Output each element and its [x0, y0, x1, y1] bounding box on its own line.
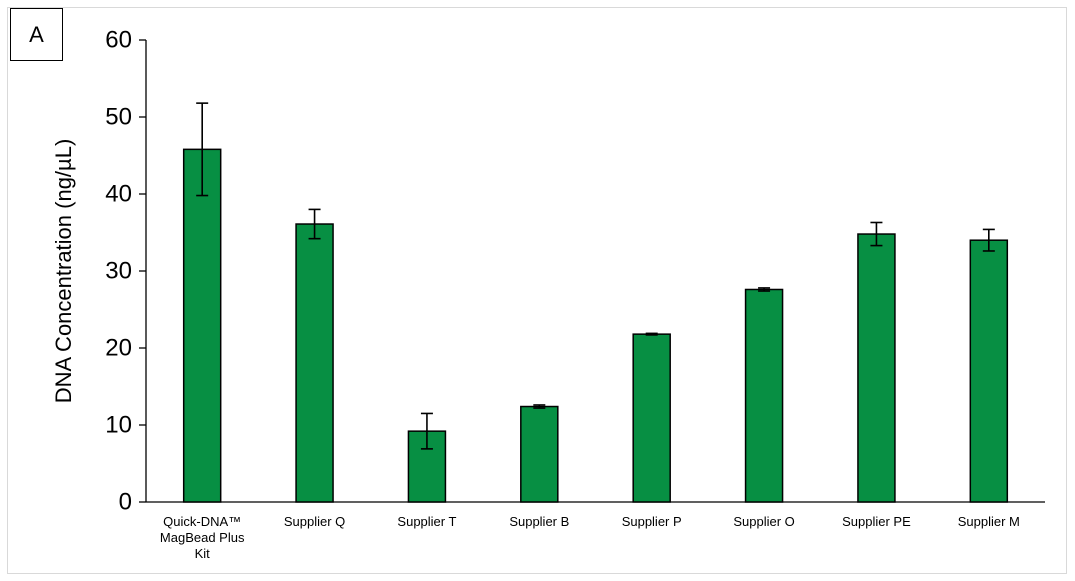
- x-category-label: Supplier O: [733, 514, 794, 529]
- error-bars: [196, 102, 995, 450]
- x-category-label: Supplier B: [509, 514, 569, 529]
- bar: [520, 405, 559, 503]
- x-category-label: Supplier P: [622, 514, 682, 529]
- x-category-label: MagBead Plus: [160, 530, 245, 545]
- bar: [744, 288, 784, 503]
- bar: [295, 223, 334, 503]
- axes: [139, 39, 1045, 503]
- x-category-label: Supplier Q: [284, 514, 345, 529]
- y-tick-label: 0: [119, 489, 132, 516]
- y-axis-title: DNA Concentration (ng/µL): [51, 139, 76, 404]
- y-tick-label: 20: [105, 335, 132, 362]
- y-tick-label: 30: [105, 258, 132, 285]
- bars: [182, 148, 1009, 503]
- bar: [969, 239, 1009, 503]
- x-category-label: Kit: [195, 546, 211, 561]
- y-tick-label: 50: [105, 104, 132, 131]
- y-tick-label: 10: [105, 412, 132, 439]
- y-tick-labels: 0 10 20 30 40 50 60: [105, 27, 132, 516]
- bar: [182, 148, 222, 503]
- x-category-label: Supplier PE: [842, 514, 911, 529]
- y-tick-label: 40: [105, 181, 132, 208]
- chart-frame: [7, 7, 1067, 574]
- x-category-label: Quick-DNA™: [163, 514, 241, 529]
- x-category-label: Supplier M: [958, 514, 1020, 529]
- panel-label: A: [10, 8, 63, 61]
- bar: [857, 233, 896, 503]
- x-category-label: Supplier T: [397, 514, 456, 529]
- y-tick-label: 60: [105, 27, 132, 54]
- bar: [632, 333, 671, 503]
